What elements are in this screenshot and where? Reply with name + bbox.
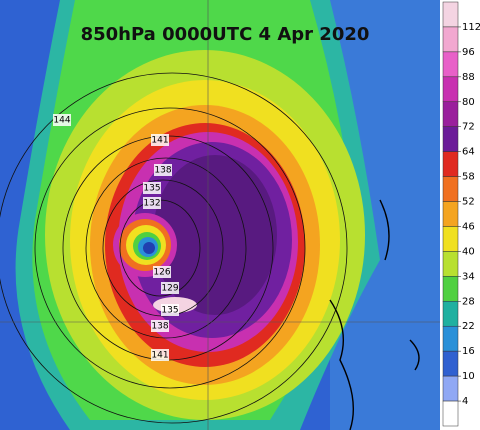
colorbar-swatch: [442, 400, 459, 427]
contour-label-box: [154, 164, 172, 176]
colorbar-label: 88: [462, 72, 475, 83]
colorbar-swatch: [442, 76, 459, 103]
contour-label: 135: [143, 184, 160, 194]
contour-label: 144: [53, 116, 70, 126]
colorbar-swatch: [442, 375, 459, 402]
colorbar-swatch: [442, 276, 459, 302]
contour-label-box: [161, 282, 179, 294]
colorbar-swatch: [442, 226, 459, 252]
map-field: [0, 0, 440, 430]
colorbar-label: 34: [462, 271, 475, 282]
colorbar-label: 112: [462, 22, 480, 33]
colorbar-label: 46: [462, 221, 475, 232]
colorbar-label: 16: [462, 346, 475, 357]
contour-label-box: [151, 134, 169, 146]
colorbar-swatch: [442, 151, 459, 177]
colorbar-swatch: [442, 201, 459, 227]
colorbar-label: 10: [462, 371, 475, 382]
contour-label: 132: [143, 199, 160, 209]
contour-labels: 144 141 138 135 132 126 129 135 138 141: [53, 114, 179, 361]
contour-label: 138: [154, 166, 171, 176]
isobar: [34, 107, 306, 389]
contour-label: 129: [161, 284, 178, 294]
colorbar-swatch: [442, 1, 459, 28]
colorbar-label: 28: [462, 296, 475, 307]
coastline: [329, 199, 420, 430]
colorbar-label: 64: [462, 147, 475, 158]
colorbar-swatch: [442, 101, 459, 127]
contour-label: 138: [151, 322, 168, 332]
contour-label: 135: [161, 306, 178, 316]
isobar: [85, 157, 247, 339]
contour-label: 141: [151, 136, 168, 146]
eye: [143, 242, 155, 254]
contour-label-box: [151, 320, 169, 332]
contour-label-box: [151, 349, 169, 361]
colorbar-label: 22: [462, 321, 475, 332]
colorbar-swatch: [442, 51, 459, 78]
contour-label-box: [143, 182, 161, 194]
colorbar-label: 40: [462, 246, 475, 257]
wind-band: [153, 155, 277, 315]
colorbar-swatch: [442, 325, 459, 352]
contour-label: 141: [151, 351, 168, 361]
colorbar-label: 96: [462, 47, 475, 58]
contour-label-box: [53, 114, 71, 126]
contour-label-box: [161, 304, 179, 316]
colorbar: 112 96 88 80 72 64 58 52 46 40 34 28 22 16 10 4: [442, 1, 480, 427]
colorbar-swatch: [442, 301, 459, 327]
colorbar-label: 52: [462, 197, 475, 208]
colorbar-swatch: [442, 350, 459, 377]
colorbar-swatch: [442, 126, 459, 152]
contour-label: 126: [153, 268, 170, 278]
map-title: 850hPa 0000UTC 4 Apr 2020: [81, 24, 370, 45]
colorbar-swatch: [442, 176, 459, 202]
contour-label-box: [153, 266, 171, 278]
colorbar-label: 72: [462, 122, 475, 133]
isobar: [0, 72, 348, 424]
contour-label-box: [143, 197, 161, 209]
colorbar-label: 4: [462, 396, 468, 407]
colorbar-swatch: [442, 251, 459, 277]
colorbar-label: 80: [462, 97, 475, 108]
colorbar-label: 58: [462, 172, 475, 183]
colorbar-swatch: [442, 26, 459, 53]
